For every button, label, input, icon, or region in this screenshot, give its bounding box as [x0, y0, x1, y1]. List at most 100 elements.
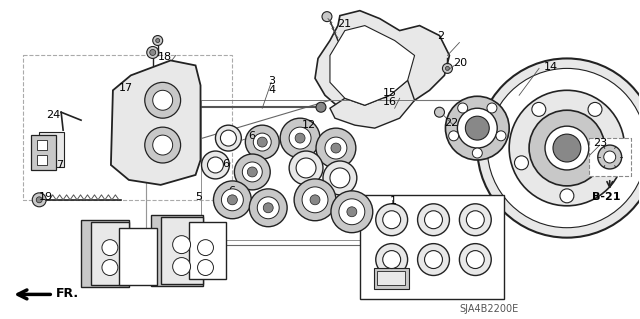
Text: 19: 19: [39, 192, 53, 202]
Bar: [81, 220, 129, 287]
Circle shape: [442, 63, 452, 73]
Text: SJA4B2200E: SJA4B2200E: [460, 304, 519, 314]
Circle shape: [604, 151, 616, 163]
Circle shape: [247, 167, 257, 177]
Circle shape: [417, 244, 449, 276]
Circle shape: [220, 130, 236, 146]
Circle shape: [467, 211, 484, 229]
Circle shape: [458, 108, 497, 148]
Circle shape: [253, 133, 271, 151]
Circle shape: [316, 128, 356, 168]
Circle shape: [467, 251, 484, 269]
Polygon shape: [330, 26, 415, 105]
Text: 24: 24: [46, 110, 60, 120]
Bar: [91, 222, 129, 286]
Circle shape: [472, 148, 483, 158]
Circle shape: [331, 143, 341, 153]
Circle shape: [153, 135, 173, 155]
Circle shape: [173, 236, 191, 254]
Circle shape: [202, 151, 229, 179]
Text: 5: 5: [196, 192, 202, 202]
Circle shape: [465, 116, 489, 140]
Circle shape: [588, 102, 602, 116]
Circle shape: [263, 203, 273, 213]
Text: 6: 6: [228, 186, 236, 196]
Text: 12: 12: [302, 120, 316, 130]
Circle shape: [545, 126, 589, 170]
Text: 16: 16: [383, 97, 397, 107]
Text: 2: 2: [438, 31, 445, 41]
Circle shape: [234, 154, 270, 190]
Circle shape: [207, 157, 223, 173]
Circle shape: [150, 49, 156, 56]
Polygon shape: [111, 60, 200, 185]
Circle shape: [153, 90, 173, 110]
Bar: [119, 228, 157, 286]
Circle shape: [496, 131, 506, 141]
Circle shape: [460, 204, 492, 236]
Text: 20: 20: [453, 58, 468, 69]
Circle shape: [302, 187, 328, 213]
Polygon shape: [315, 11, 449, 125]
Circle shape: [532, 102, 546, 116]
Text: 6: 6: [223, 159, 229, 169]
Circle shape: [458, 103, 468, 113]
Circle shape: [102, 240, 118, 256]
Circle shape: [325, 137, 347, 159]
Circle shape: [227, 195, 237, 205]
Text: 21: 21: [337, 19, 351, 29]
Circle shape: [445, 96, 509, 160]
Circle shape: [383, 251, 401, 269]
Circle shape: [145, 127, 180, 163]
Circle shape: [257, 197, 279, 219]
Circle shape: [280, 118, 320, 158]
Circle shape: [322, 12, 332, 22]
Circle shape: [173, 257, 191, 276]
Circle shape: [310, 195, 320, 205]
Circle shape: [347, 207, 357, 217]
Circle shape: [214, 181, 252, 219]
Circle shape: [383, 211, 401, 229]
Bar: [374, 268, 408, 289]
Circle shape: [145, 82, 180, 118]
Circle shape: [449, 131, 459, 141]
Circle shape: [147, 47, 159, 58]
Circle shape: [296, 158, 316, 178]
Circle shape: [102, 260, 118, 276]
Circle shape: [424, 211, 442, 229]
Bar: [161, 217, 202, 285]
Bar: [39, 132, 64, 167]
Text: 18: 18: [157, 52, 172, 63]
Circle shape: [257, 137, 268, 147]
Circle shape: [339, 199, 365, 225]
Circle shape: [460, 244, 492, 276]
Text: 7: 7: [56, 160, 63, 170]
Circle shape: [529, 110, 605, 186]
Text: 1: 1: [390, 196, 397, 206]
Circle shape: [435, 107, 444, 117]
Circle shape: [198, 240, 214, 256]
Text: 6: 6: [260, 205, 268, 215]
Text: B-21: B-21: [593, 192, 621, 202]
Circle shape: [289, 127, 311, 149]
Circle shape: [153, 35, 163, 46]
Circle shape: [424, 251, 442, 269]
Bar: [37, 140, 47, 150]
Circle shape: [156, 39, 160, 42]
Circle shape: [250, 189, 287, 227]
Text: FR.: FR.: [56, 287, 79, 300]
Bar: [377, 271, 404, 286]
Circle shape: [553, 134, 581, 162]
Circle shape: [515, 156, 529, 170]
Circle shape: [245, 125, 279, 159]
Text: 23: 23: [593, 138, 607, 148]
Text: 6: 6: [248, 131, 255, 141]
Text: 22: 22: [444, 118, 459, 128]
Circle shape: [560, 189, 574, 203]
Bar: [23, 56, 232, 200]
Circle shape: [487, 103, 497, 113]
Text: 4: 4: [268, 85, 275, 95]
Circle shape: [295, 133, 305, 143]
Text: 15: 15: [383, 88, 397, 98]
Circle shape: [376, 244, 408, 276]
